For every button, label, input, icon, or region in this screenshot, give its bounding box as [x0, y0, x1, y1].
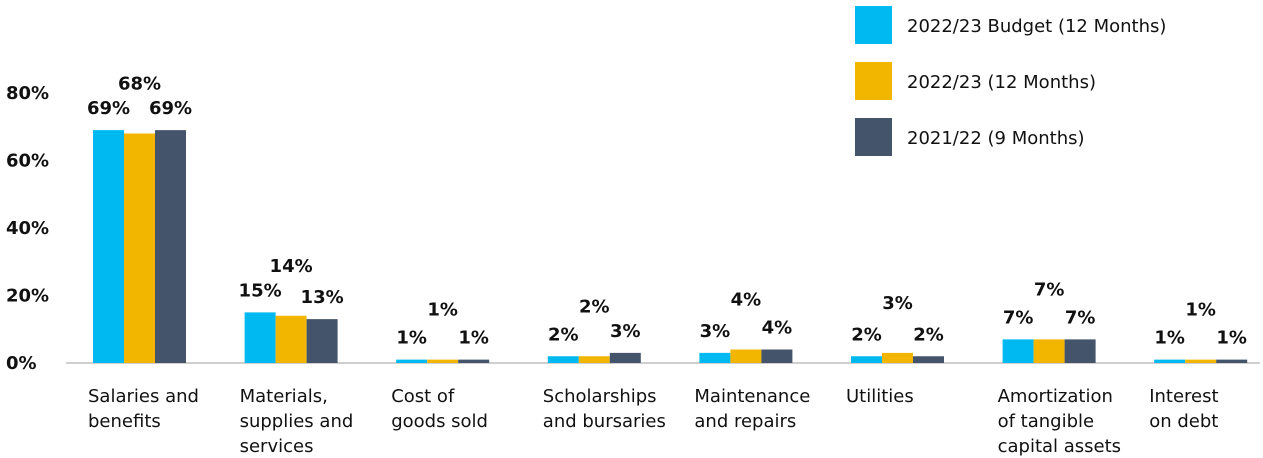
legend-label: 2022/23 (12 Months)	[907, 72, 1096, 93]
y-tick-label: 0%	[6, 353, 37, 374]
data-label: 2%	[851, 324, 882, 345]
y-tick-label: 20%	[6, 286, 49, 307]
bar	[761, 349, 793, 363]
data-label: 1%	[1185, 300, 1216, 321]
x-tick-label: Cost of goods sold	[391, 386, 488, 432]
data-label: 1%	[1154, 328, 1185, 349]
bar	[275, 315, 307, 363]
bar	[882, 352, 913, 363]
data-label: 2%	[579, 296, 610, 317]
data-label: 2%	[913, 324, 944, 345]
data-label: 15%	[239, 280, 282, 301]
x-tick-label: Materials, supplies and services	[240, 386, 354, 457]
data-label: 1%	[458, 328, 489, 349]
bars	[93, 130, 1248, 363]
x-tick-label: Maintenance and repairs	[694, 386, 810, 432]
y-tick-label: 40%	[6, 218, 49, 239]
data-label: 1%	[396, 328, 427, 349]
data-label: 1%	[1216, 328, 1247, 349]
x-tick-label: Utilities	[846, 386, 914, 407]
bar	[244, 312, 276, 363]
bar	[609, 352, 641, 363]
bar	[1064, 339, 1096, 363]
bar	[730, 349, 762, 363]
x-tick-label: Interest on debt	[1149, 386, 1218, 432]
bar	[547, 356, 579, 363]
data-label: 3%	[882, 293, 913, 314]
x-tick-label: Salaries and benefits	[88, 386, 199, 432]
data-label: 68%	[118, 74, 161, 95]
bar	[851, 356, 882, 363]
data-label: 7%	[1003, 307, 1034, 328]
data-label: 14%	[270, 256, 313, 277]
data-label: 13%	[301, 287, 344, 308]
bar	[578, 356, 610, 363]
bar	[1033, 339, 1065, 363]
data-label: 4%	[762, 318, 793, 339]
bar	[458, 359, 490, 363]
legend-label: 2021/22 (9 Months)	[907, 128, 1085, 149]
legend: 2022/23 Budget (12 Months) 2022/23 (12 Mo…	[855, 6, 1166, 156]
x-tick-label: Amortization of tangible capital assets	[998, 386, 1121, 457]
bar	[396, 359, 428, 363]
bar	[124, 133, 155, 363]
y-axis: 0% 20% 40% 60% 80%	[6, 83, 49, 374]
data-labels: 69%68%69%15%14%13%1%1%1% 2%2%3% 3%4%4% 2%3%…	[87, 74, 1247, 349]
data-label: 1%	[427, 300, 458, 321]
legend-swatch	[855, 6, 892, 44]
data-label: 69%	[87, 98, 130, 119]
data-label: 2%	[548, 324, 579, 345]
bar	[1002, 339, 1034, 363]
y-tick-label: 80%	[6, 83, 49, 104]
bar	[1216, 359, 1248, 363]
legend-swatch	[855, 118, 892, 156]
data-label: 4%	[731, 290, 762, 311]
x-tick-label: Scholarships and bursaries	[543, 386, 666, 432]
data-label: 7%	[1034, 279, 1065, 300]
data-label: 69%	[149, 98, 192, 119]
legend-swatch	[855, 62, 892, 100]
bar	[699, 352, 731, 363]
bar	[1154, 359, 1186, 363]
data-label: 7%	[1065, 307, 1096, 328]
bar	[306, 319, 338, 363]
data-label: 3%	[700, 321, 731, 342]
bar	[93, 130, 124, 363]
y-tick-label: 60%	[6, 151, 49, 172]
legend-label: 2022/23 Budget (12 Months)	[907, 16, 1166, 37]
bar	[913, 356, 944, 363]
x-axis-labels: Salaries and benefits Materials, supplies a…	[88, 386, 1219, 457]
bar	[1185, 359, 1217, 363]
bar	[427, 359, 459, 363]
data-label: 3%	[610, 321, 641, 342]
bar	[155, 130, 186, 363]
